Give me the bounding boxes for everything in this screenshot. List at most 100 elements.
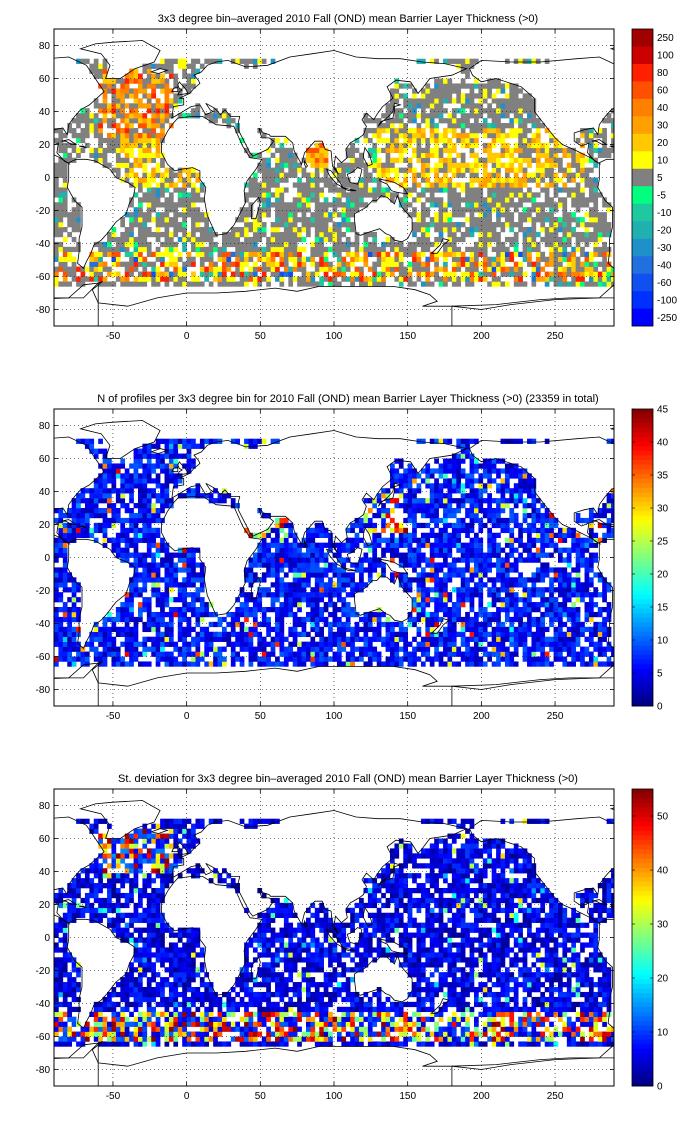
data-cell [328, 627, 333, 632]
data-cell [72, 237, 77, 242]
data-cell [333, 572, 338, 577]
data-cell [531, 173, 536, 178]
data-cell [147, 153, 152, 158]
colorbar-segment [632, 274, 653, 292]
data-cell [421, 227, 426, 232]
data-cell [235, 272, 240, 277]
data-cell [456, 227, 461, 232]
data-cell [461, 182, 466, 187]
data-cell [103, 661, 108, 666]
data-cell [390, 657, 395, 662]
colorbar-label: -10 [657, 208, 672, 219]
data-cell [165, 637, 170, 642]
data-cell [368, 118, 373, 123]
data-cell [434, 98, 439, 103]
data-cell [536, 153, 541, 158]
data-cell [173, 59, 178, 64]
data-cell [156, 617, 161, 622]
data-cell [562, 232, 567, 237]
data-cell [54, 247, 59, 252]
data-cell [443, 148, 448, 153]
data-cell [430, 281, 435, 286]
data-cell [474, 93, 479, 98]
data-cell [58, 607, 63, 612]
data-cell [421, 93, 426, 98]
data-cell [390, 138, 395, 143]
data-cell [593, 262, 598, 267]
data-cell [518, 617, 523, 622]
data-cell [200, 657, 205, 662]
data-cell [333, 237, 338, 242]
data-cell [142, 173, 147, 178]
data-cell [585, 281, 590, 286]
data-cell [576, 607, 581, 612]
data-cell [585, 612, 590, 617]
data-cell [549, 637, 554, 642]
data-cell [200, 281, 205, 286]
data-cell [173, 257, 178, 262]
data-cell [111, 143, 116, 148]
x-tick-label: 50 [255, 331, 267, 342]
data-cell [134, 637, 139, 642]
data-cell [98, 74, 103, 79]
data-cell [98, 642, 103, 647]
data-cell [492, 257, 497, 262]
data-cell [372, 277, 377, 282]
data-cell [390, 647, 395, 652]
data-cell [293, 602, 298, 607]
data-cell [434, 572, 439, 577]
data-cell [381, 247, 386, 252]
data-cell [120, 617, 125, 622]
data-cell [138, 237, 143, 242]
data-cell [554, 227, 559, 232]
data-cell [337, 597, 342, 602]
data-cell [63, 567, 68, 572]
data-cell [288, 567, 293, 572]
data-cell [501, 98, 506, 103]
data-cell [302, 257, 307, 262]
data-cell [169, 182, 174, 187]
data-cell [536, 173, 541, 178]
data-cell [293, 247, 298, 252]
data-cell [76, 153, 81, 158]
data-cell [505, 178, 510, 183]
data-cell [421, 217, 426, 222]
data-cell [350, 207, 355, 212]
data-cell [111, 79, 116, 84]
data-cell [474, 163, 479, 168]
data-cell [328, 612, 333, 617]
data-cell [598, 262, 603, 267]
data-cell [359, 617, 364, 622]
data-cell [324, 182, 329, 187]
data-cell [319, 592, 324, 597]
data-cell [355, 632, 360, 637]
data-cell [483, 277, 488, 282]
data-cell [310, 567, 315, 572]
data-cell [372, 272, 377, 277]
data-cell [589, 232, 594, 237]
data-cell [324, 247, 329, 252]
data-cell [492, 592, 497, 597]
data-cell [302, 222, 307, 227]
data-cell [580, 597, 585, 602]
data-cell [593, 178, 598, 183]
data-cell [63, 647, 68, 652]
data-cell [98, 627, 103, 632]
data-cell [156, 168, 161, 173]
data-cell [58, 242, 63, 247]
data-cell [518, 281, 523, 286]
data-cell [249, 247, 254, 252]
data-cell [487, 113, 492, 118]
data-cell [531, 192, 536, 197]
data-cell [257, 632, 262, 637]
data-cell [195, 237, 200, 242]
data-cell [465, 592, 470, 597]
data-cell [580, 222, 585, 227]
data-cell [430, 138, 435, 143]
data-cell [399, 247, 404, 252]
data-cell [191, 192, 196, 197]
data-cell [288, 202, 293, 207]
data-cell [151, 272, 156, 277]
data-cell [76, 597, 81, 602]
coastline [682, 69, 696, 74]
